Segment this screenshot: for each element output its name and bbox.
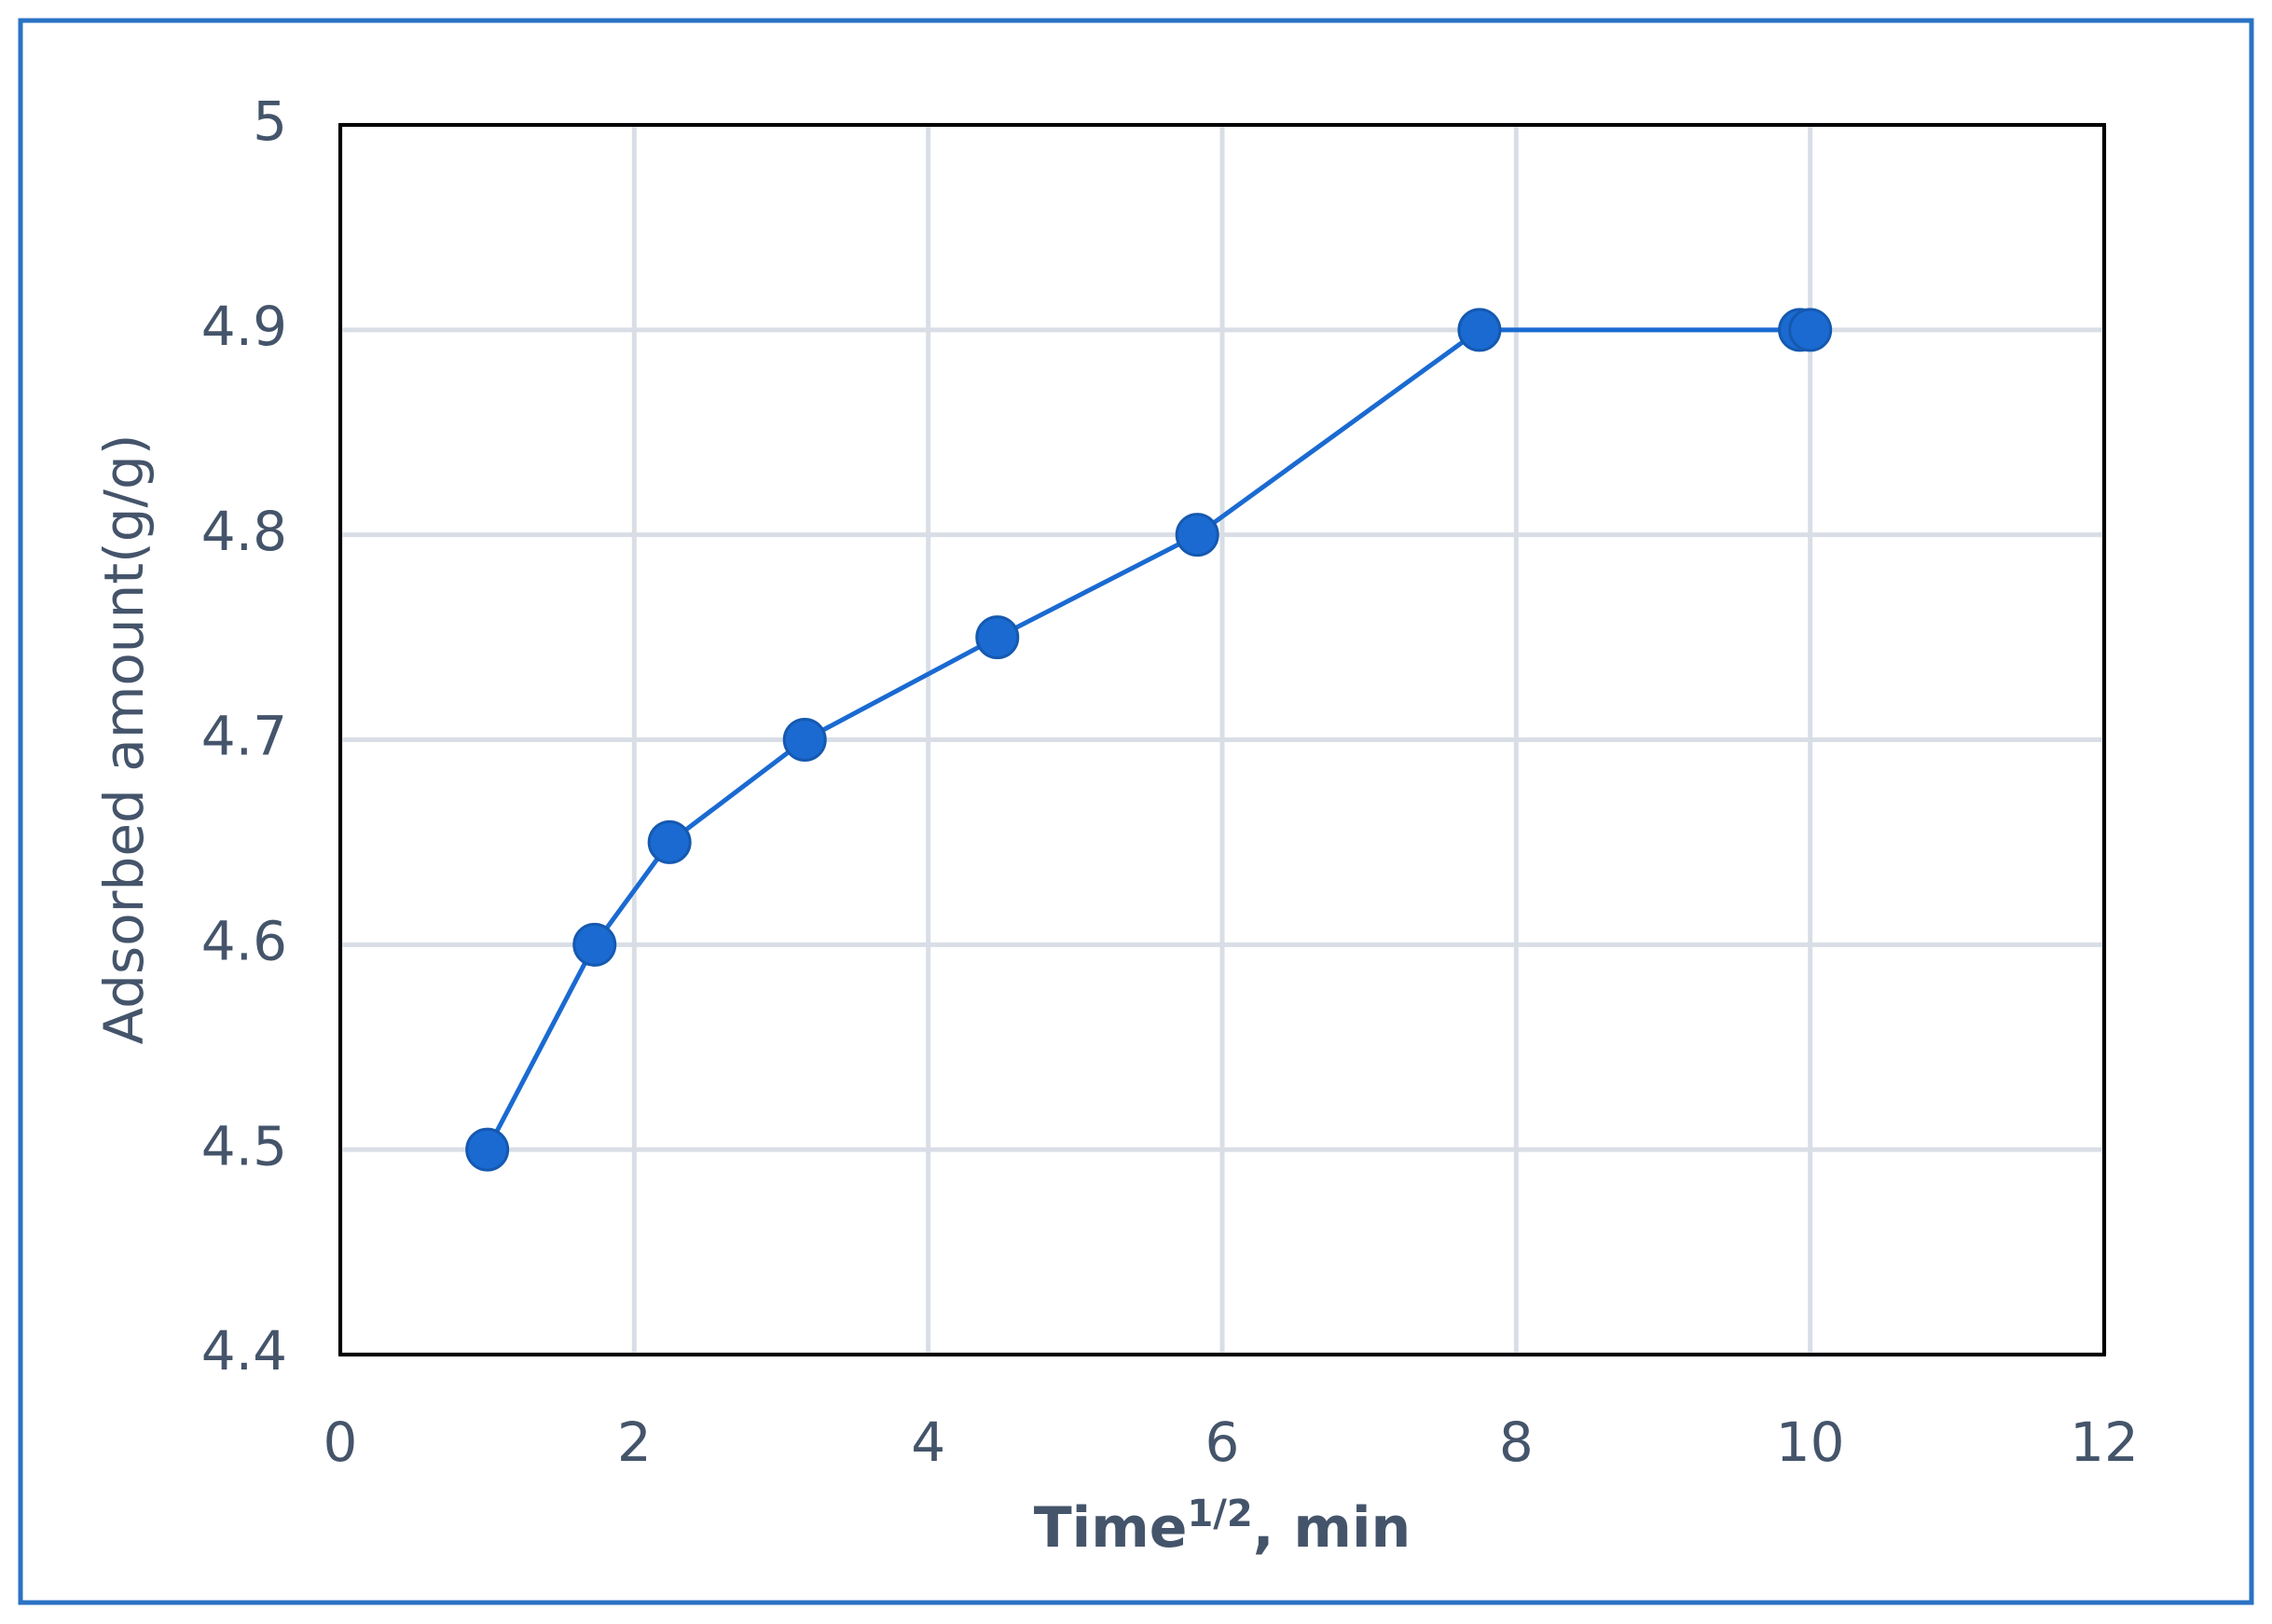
x-tick-label: 2 [617, 1411, 652, 1474]
x-axis-label: Time1/2, min [1034, 1493, 1411, 1561]
grid [337, 122, 2107, 1357]
y-axis-label: Adsorbed amount(g/g) [92, 434, 156, 1045]
data-point [1788, 308, 1833, 352]
data-point [572, 922, 617, 967]
x-tick-label: 10 [1776, 1411, 1845, 1474]
y-tick-label: 4.8 [201, 500, 287, 563]
x-tick-label: 12 [2070, 1411, 2139, 1474]
data-point [1175, 513, 1219, 557]
y-tick-label: 4.6 [201, 909, 287, 972]
x-label-text: Time [1034, 1495, 1188, 1561]
y-tick-label: 5 [253, 89, 287, 153]
plot-frame [338, 123, 2106, 1356]
x-label-superscript: 1/2 [1187, 1493, 1252, 1535]
x-label-text: , min [1253, 1495, 1411, 1561]
y-tick-label: 4.4 [201, 1319, 287, 1383]
y-tick-label: 4.5 [201, 1114, 287, 1177]
outer-border [18, 18, 2254, 1605]
data-point [647, 819, 692, 864]
x-tick-label: 8 [1499, 1411, 1534, 1474]
y-tick-label: 4.7 [201, 705, 287, 768]
data-point [975, 615, 1020, 660]
y-tick-label: 4.9 [201, 295, 287, 358]
data-point [465, 1127, 510, 1172]
data-point [782, 718, 827, 762]
x-tick-label: 6 [1205, 1411, 1240, 1474]
x-tick-label: 4 [911, 1411, 945, 1474]
data-point [1457, 308, 1502, 352]
x-tick-label: 0 [324, 1411, 358, 1474]
